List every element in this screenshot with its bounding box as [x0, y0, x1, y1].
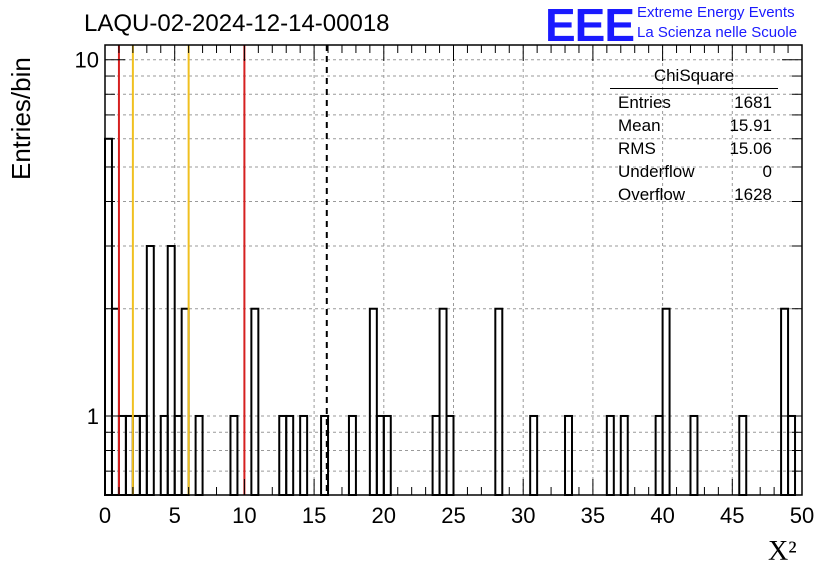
stats-label: RMS: [618, 139, 656, 158]
x-tick-label: 10: [232, 503, 256, 528]
histogram-bar: [375, 414, 385, 497]
stats-value: 1628: [734, 185, 772, 204]
histogram-bar: [382, 414, 392, 497]
stats-value: 15.06: [729, 139, 772, 158]
stats-value: 15.91: [729, 116, 772, 135]
stats-box: ChiSquare Entries 1681 Mean 15.91 RMS 15.06…: [610, 66, 778, 206]
histogram-bar: [180, 307, 190, 496]
histogram-bar: [145, 245, 155, 496]
histogram-bar: [299, 414, 309, 497]
histogram-bar: [131, 414, 141, 497]
x-tick-label: 25: [441, 503, 465, 528]
histogram-bar: [654, 414, 664, 497]
stats-row-mean: Mean 15.91: [610, 114, 778, 137]
histogram-bar: [689, 414, 699, 497]
x-tick-label: 5: [169, 503, 181, 528]
x-tick-label: 40: [650, 503, 674, 528]
stats-value: 0: [762, 162, 772, 181]
histogram-bar: [494, 307, 504, 496]
x-tick-label: 15: [302, 503, 326, 528]
stats-row-entries: Entries 1681: [610, 91, 778, 114]
stats-label: Entries: [618, 93, 671, 112]
histogram-bar: [110, 307, 120, 496]
histogram-bar: [285, 414, 295, 497]
histogram-bar: [619, 414, 629, 497]
x-tick-label: 50: [790, 503, 814, 528]
histogram-bar: [138, 414, 148, 497]
x-tick-label: 20: [372, 503, 396, 528]
stats-title: ChiSquare: [610, 66, 778, 89]
histogram-bar: [159, 414, 169, 497]
histogram-bar: [431, 414, 441, 497]
histogram-bar: [605, 414, 615, 497]
stats-value: 1681: [734, 93, 772, 112]
stats-row-underflow: Underflow 0: [610, 160, 778, 183]
histogram-bar: [194, 414, 204, 497]
histogram-bar: [780, 307, 790, 496]
histogram-bar: [124, 414, 134, 497]
stats-row-rms: RMS 15.06: [610, 137, 778, 160]
x-tick-label: 35: [581, 503, 605, 528]
histogram-bar: [738, 414, 748, 497]
histogram-bar: [250, 307, 260, 496]
logo-mark: EEE: [545, 0, 635, 51]
stats-row-overflow: Overflow 1628: [610, 183, 778, 206]
x-tick-label: 30: [511, 503, 535, 528]
histogram-bar: [104, 137, 113, 496]
stats-label: Overflow: [618, 185, 686, 204]
stats-label: Underflow: [618, 162, 695, 181]
x-axis-label: Χ²: [768, 536, 797, 567]
histogram-bar: [661, 307, 671, 496]
histogram-bar: [166, 245, 176, 496]
stats-label: Mean: [618, 116, 661, 135]
histogram-bar: [278, 414, 288, 497]
y-tick-label: 10: [75, 48, 99, 73]
logo-line-1: Extreme Energy Events: [637, 4, 795, 21]
histogram-bar: [117, 414, 127, 497]
histogram-bar: [787, 414, 797, 497]
histogram-bar: [347, 414, 357, 497]
histogram-bar: [529, 414, 539, 497]
histogram-bar: [173, 414, 183, 497]
logo-line-2: La Scienza nelle Scuole: [637, 24, 798, 41]
histogram-bar: [564, 414, 573, 497]
histogram-bar: [229, 414, 239, 497]
histogram-bar: [368, 307, 378, 496]
x-tick-label: 45: [720, 503, 744, 528]
x-tick-label: 0: [99, 503, 111, 528]
histogram-bar: [445, 414, 455, 497]
histogram-bar: [438, 307, 448, 496]
y-tick-label: 1: [87, 404, 99, 429]
y-axis-label: Entries/bin: [6, 57, 36, 180]
chart-title: LAQU-02-2024-12-14-00018: [84, 10, 390, 37]
